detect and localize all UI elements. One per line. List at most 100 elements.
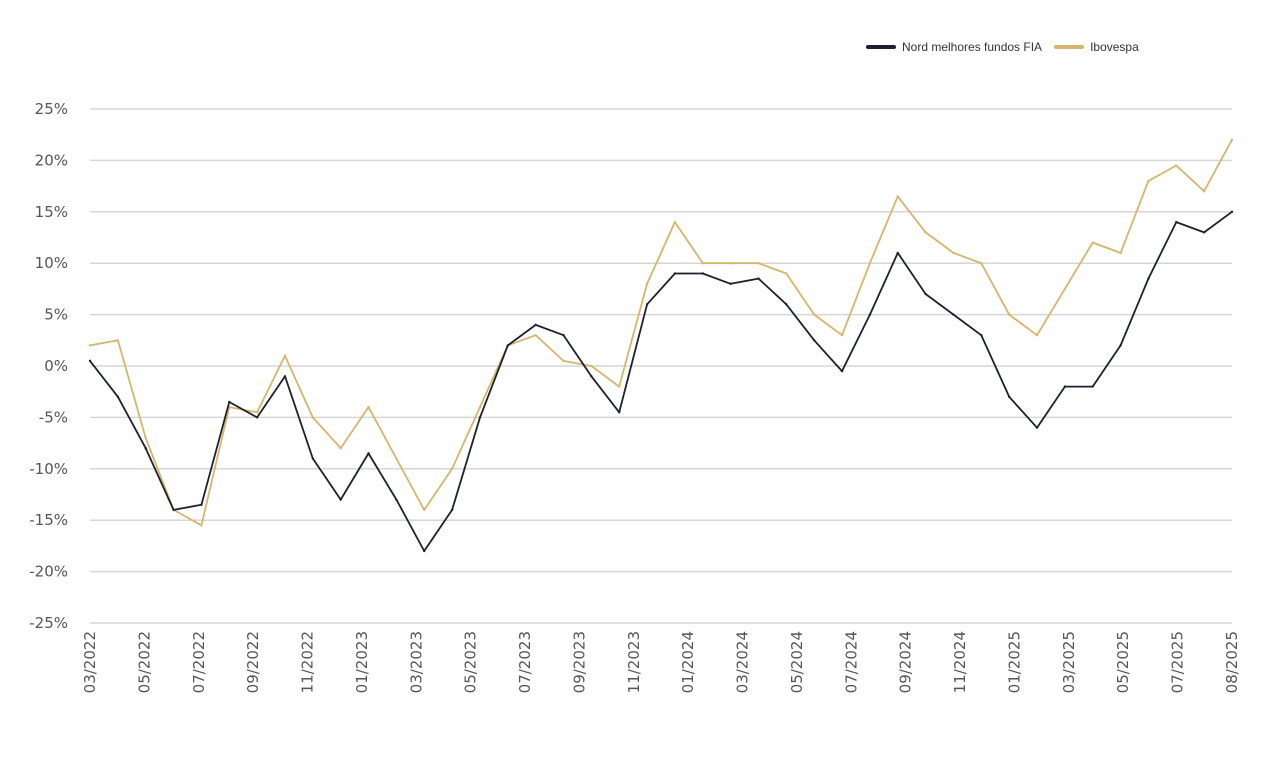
data-point-ibovespa [1035,333,1039,337]
x-tick-label: 11/2022 [299,631,317,693]
data-point-ibovespa [534,333,537,337]
legend-item-ibovespa[interactable]: Ibovespa [1054,40,1139,54]
y-tick-label: -10% [29,460,68,478]
data-point-nord [116,395,120,399]
data-point-nord [701,272,704,275]
data-point-nord [367,452,370,455]
data-point-ibovespa [785,272,788,275]
x-tick-label: 05/2025 [1114,631,1132,693]
data-point-ibovespa [980,262,983,265]
data-point-nord [924,292,927,296]
data-point-nord [785,303,788,306]
data-point-ibovespa [757,262,760,265]
data-point-nord [952,313,955,316]
data-point-nord [1202,231,1206,234]
x-tick-label: 11/2023 [625,631,643,693]
data-point-ibovespa [729,262,732,265]
x-tick-label: 09/2022 [244,631,262,693]
y-tick-label: -25% [29,614,68,632]
data-point-nord [645,303,649,306]
data-point-nord [395,498,398,501]
data-point-ibovespa [478,405,482,409]
data-point-nord [1035,426,1039,429]
data-point-ibovespa [283,354,287,357]
y-tick-label: -5% [39,408,68,426]
data-point-ibovespa [395,457,398,460]
series-line-nord [89,211,1233,552]
data-point-nord [255,416,259,419]
data-point-nord [1007,395,1011,399]
data-point-nord [423,549,426,553]
x-tick-label: 03/2022 [81,631,99,693]
data-point-nord [1175,220,1178,224]
x-tick-label: 01/2024 [679,631,697,693]
legend-swatch-nord [866,45,896,49]
data-point-nord [673,272,677,275]
data-point-nord [534,323,537,327]
y-tick-label: 15% [35,203,68,221]
y-tick-label: 10% [35,254,68,272]
data-point-ibovespa [896,195,899,198]
data-point-nord [729,282,732,285]
y-tick-label: 0% [44,357,68,375]
data-point-ibovespa [339,447,342,450]
x-tick-label: 07/2025 [1169,631,1187,693]
data-point-nord [1063,385,1067,388]
data-point-ibovespa [255,411,259,414]
data-point-ibovespa [423,508,426,512]
data-point-ibovespa [618,385,621,388]
data-point-ibovespa [673,220,677,224]
x-tick-label: 03/2023 [407,631,425,693]
x-tick-label: 05/2022 [135,631,153,693]
x-tick-label: 01/2023 [353,631,371,693]
data-point-ibovespa [562,359,565,363]
x-tick-label: 01/2025 [1005,631,1023,693]
legend-label-ibovespa: Ibovespa [1090,40,1139,54]
data-point-nord [757,277,760,280]
legend-item-nord[interactable]: Nord melhores fundos FIA [866,40,1042,54]
data-point-ibovespa [1230,138,1234,142]
data-point-ibovespa [1063,287,1067,291]
data-point-ibovespa [116,339,120,342]
data-point-nord [200,503,203,506]
data-point-nord [339,498,342,501]
data-point-ibovespa [144,436,147,440]
data-point-nord [1091,385,1094,388]
series-line-ibovespa [89,139,1233,527]
data-point-nord [283,375,287,378]
legend: Nord melhores fundos FIA Ibovespa [866,40,1151,54]
data-point-ibovespa [590,364,593,368]
data-point-nord [980,333,983,337]
data-point-ibovespa [1119,251,1122,255]
data-point-ibovespa [701,262,704,265]
data-point-nord [144,447,147,450]
x-tick-label: 03/2025 [1060,631,1078,693]
legend-label-nord: Nord melhores fundos FIA [902,40,1043,54]
data-point-nord [450,508,454,512]
data-point-nord [506,344,510,347]
data-point-ibovespa [924,231,927,234]
data-point-ibovespa [1175,164,1178,167]
data-point-nord [618,411,621,414]
data-point-ibovespa [450,467,454,470]
y-tick-label: -20% [29,563,68,581]
data-point-ibovespa [1147,179,1150,183]
data-point-ibovespa [952,251,955,255]
data-point-ibovespa [645,282,649,285]
data-point-nord [896,251,899,255]
data-point-ibovespa [812,313,816,316]
y-tick-label: 5% [44,306,68,324]
data-point-ibovespa [1202,190,1206,193]
x-tick-label: 07/2024 [842,631,860,693]
data-point-ibovespa [868,262,872,265]
data-point-nord [88,359,92,363]
data-point-nord [228,400,231,404]
y-tick-label: 20% [35,151,68,169]
data-point-ibovespa [840,333,844,337]
data-point-nord [868,313,872,316]
x-tick-label: 05/2024 [788,631,806,693]
data-point-nord [590,375,593,378]
y-tick-label: 25% [35,100,68,118]
data-point-nord [812,339,816,342]
